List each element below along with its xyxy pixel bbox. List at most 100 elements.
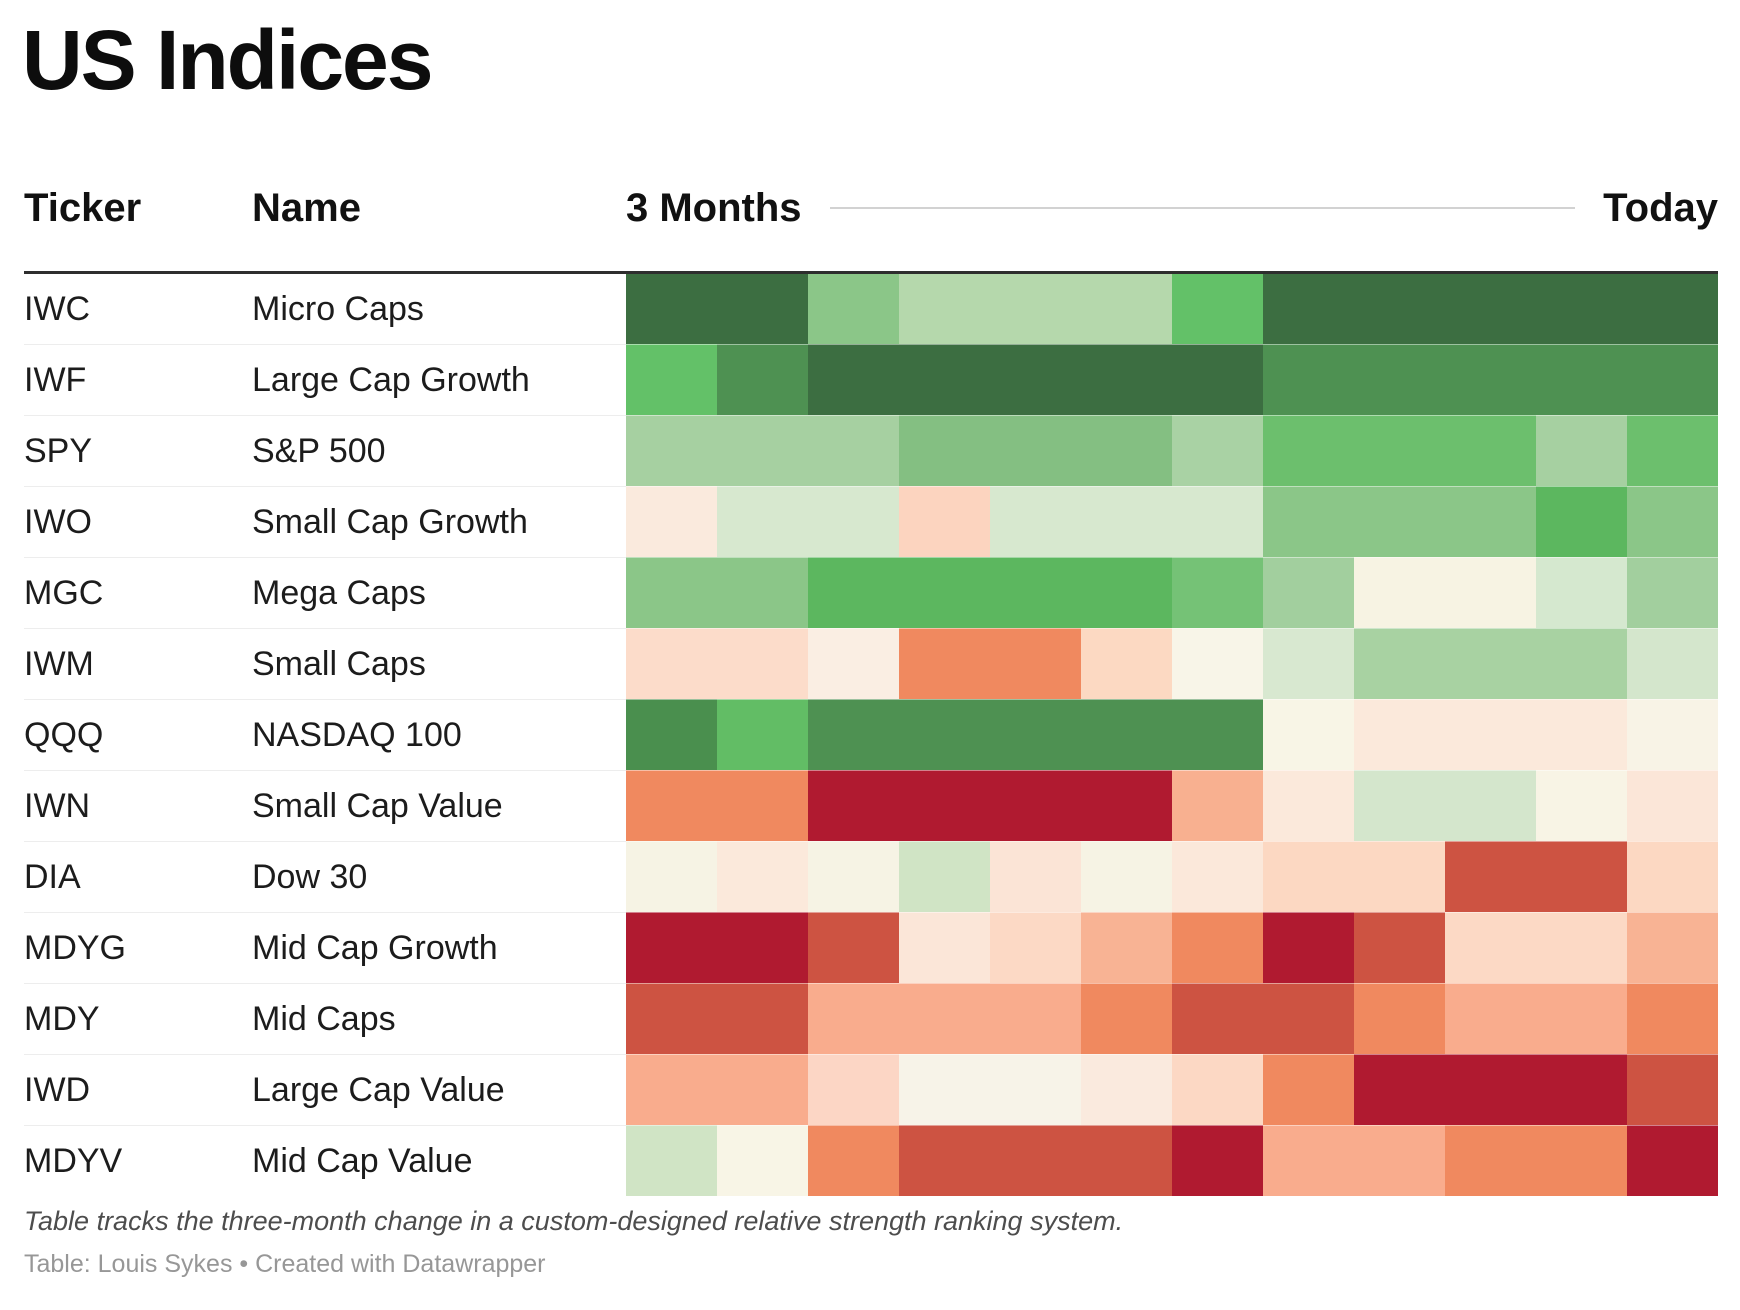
- heatmap-cell: [808, 628, 899, 699]
- heatmap-cell: [1172, 1054, 1263, 1125]
- heatmap-cell: [1627, 770, 1718, 841]
- time-axis: 3 Months Today: [626, 182, 1718, 234]
- heatmap-cell: [1354, 912, 1445, 983]
- heatmap-cell: [1445, 770, 1536, 841]
- heatmap-cell: [1536, 841, 1627, 912]
- heatmap-cell: [1445, 983, 1536, 1054]
- heatmap-cell: [990, 1125, 1081, 1196]
- heatmap-cell: [808, 415, 899, 486]
- table-row: IWF Large Cap Growth: [24, 344, 1718, 415]
- heatmap-cell: [1263, 557, 1354, 628]
- heatmap-cell: [1172, 841, 1263, 912]
- heatmap-cell: [1172, 274, 1263, 344]
- heatmap-cell: [990, 557, 1081, 628]
- heatmap-cell: [626, 1125, 717, 1196]
- heatmap-table: IWC Micro Caps IWF Large Cap Growth SPY S&P 5…: [24, 271, 1718, 1196]
- heatmap-cell: [899, 557, 990, 628]
- heatmap-cell: [1081, 699, 1172, 770]
- heatmap-cell: [1172, 486, 1263, 557]
- heatmap-row: [626, 415, 1718, 486]
- heatmap-cell: [1263, 983, 1354, 1054]
- table-row: IWM Small Caps: [24, 628, 1718, 699]
- table-row: SPY S&P 500: [24, 415, 1718, 486]
- table-row: MDYG Mid Cap Growth: [24, 912, 1718, 983]
- table-row: QQQ NASDAQ 100: [24, 699, 1718, 770]
- ticker-cell: IWD: [24, 1071, 91, 1109]
- heatmap-cell: [1627, 557, 1718, 628]
- heatmap-cell: [1445, 415, 1536, 486]
- heatmap-cell: [1445, 486, 1536, 557]
- name-cell: Small Cap Growth: [252, 503, 528, 541]
- heatmap-cell: [1172, 344, 1263, 415]
- name-cell: Mid Cap Growth: [252, 929, 498, 967]
- heatmap-cell: [1627, 1125, 1718, 1196]
- heatmap-cell: [717, 1125, 808, 1196]
- ticker-cell: MDY: [24, 1000, 100, 1038]
- table-row: IWC Micro Caps: [24, 274, 1718, 344]
- heatmap-cell: [808, 486, 899, 557]
- name-cell: Micro Caps: [252, 290, 424, 328]
- name-cell: Mid Cap Value: [252, 1142, 473, 1180]
- ticker-cell: IWF: [24, 361, 87, 399]
- footnote: Table tracks the three-month change in a…: [24, 1206, 1124, 1236]
- heatmap-cell: [990, 912, 1081, 983]
- heatmap-cell: [1536, 628, 1627, 699]
- heatmap-cell: [717, 344, 808, 415]
- name-cell: Large Cap Growth: [252, 361, 530, 399]
- heatmap-cell: [1263, 699, 1354, 770]
- heatmap-cell: [1445, 557, 1536, 628]
- heatmap-cell: [1172, 983, 1263, 1054]
- heatmap-cell: [1536, 486, 1627, 557]
- heatmap-row: [626, 1125, 1718, 1196]
- heatmap-cell: [899, 699, 990, 770]
- heatmap-cell: [1081, 770, 1172, 841]
- heatmap-cell: [808, 344, 899, 415]
- page-title: US Indices: [22, 13, 433, 107]
- heatmap-row: [626, 1054, 1718, 1125]
- heatmap-cell: [626, 841, 717, 912]
- name-cell: NASDAQ 100: [252, 716, 462, 754]
- heatmap-cell: [1536, 557, 1627, 628]
- heatmap-cell: [1354, 486, 1445, 557]
- ticker-cell: IWO: [24, 503, 92, 541]
- heatmap-cell: [1627, 415, 1718, 486]
- heatmap-cell: [899, 912, 990, 983]
- heatmap-cell: [717, 841, 808, 912]
- heatmap-cell: [717, 1054, 808, 1125]
- heatmap-cell: [808, 841, 899, 912]
- heatmap-cell: [1354, 415, 1445, 486]
- heatmap-cell: [1354, 983, 1445, 1054]
- table-row: MGC Mega Caps: [24, 557, 1718, 628]
- name-cell: Mid Caps: [252, 1000, 396, 1038]
- table-row: DIA Dow 30: [24, 841, 1718, 912]
- heatmap-cell: [1627, 912, 1718, 983]
- heatmap-row: [626, 699, 1718, 770]
- heatmap-cell: [990, 983, 1081, 1054]
- heatmap-row: [626, 344, 1718, 415]
- heatmap-cell: [899, 274, 990, 344]
- table-row: IWO Small Cap Growth: [24, 486, 1718, 557]
- heatmap-cell: [1081, 628, 1172, 699]
- heatmap-cell: [990, 274, 1081, 344]
- heatmap-cell: [626, 415, 717, 486]
- heatmap-cell: [990, 415, 1081, 486]
- ticker-cell: DIA: [24, 858, 81, 896]
- heatmap-cell: [1445, 344, 1536, 415]
- heatmap-cell: [1354, 628, 1445, 699]
- ticker-cell: SPY: [24, 432, 93, 470]
- heatmap-cell: [717, 628, 808, 699]
- ticker-cell: IWC: [24, 290, 91, 328]
- heatmap-cell: [1627, 983, 1718, 1054]
- credit-line: Table: Louis Sykes • Created with Datawr…: [24, 1250, 546, 1278]
- heatmap-cell: [1081, 557, 1172, 628]
- heatmap-cell: [990, 628, 1081, 699]
- heatmap-cell: [899, 1054, 990, 1125]
- heatmap-cell: [1081, 983, 1172, 1054]
- heatmap-cell: [1172, 628, 1263, 699]
- heatmap-cell: [1445, 912, 1536, 983]
- name-cell: Small Cap Value: [252, 787, 503, 825]
- heatmap-cell: [1263, 344, 1354, 415]
- heatmap-cell: [1536, 1054, 1627, 1125]
- table-row: IWN Small Cap Value: [24, 770, 1718, 841]
- name-cell: Large Cap Value: [252, 1071, 505, 1109]
